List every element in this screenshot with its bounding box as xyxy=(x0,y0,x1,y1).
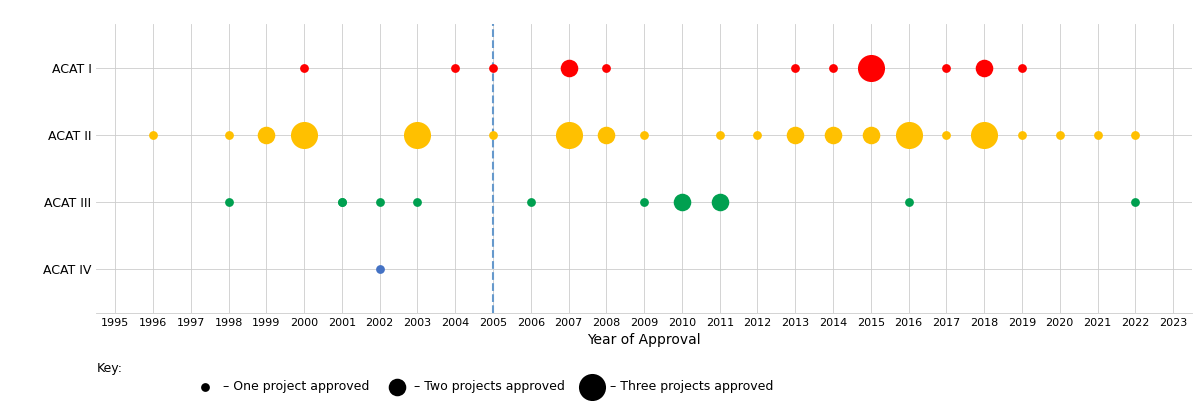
Legend: – One project approved, – Two projects approved, – Three projects approved: – One project approved, – Two projects a… xyxy=(193,380,773,393)
Point xyxy=(1013,65,1032,71)
Point xyxy=(559,132,578,138)
Point xyxy=(899,199,919,205)
Point xyxy=(635,132,654,138)
Point xyxy=(824,132,843,138)
Point xyxy=(143,132,163,138)
Point xyxy=(974,132,993,138)
X-axis label: Year of Approval: Year of Approval xyxy=(588,333,701,347)
Point xyxy=(332,199,352,205)
Point xyxy=(974,65,993,71)
Point xyxy=(899,132,919,138)
Point xyxy=(219,132,238,138)
Point xyxy=(861,65,880,71)
Point xyxy=(937,132,956,138)
Point xyxy=(370,266,389,272)
Point xyxy=(1088,132,1108,138)
Point xyxy=(1013,132,1032,138)
Point xyxy=(559,65,578,71)
Point xyxy=(295,132,314,138)
Text: Key:: Key: xyxy=(96,363,123,375)
Point xyxy=(937,65,956,71)
Point xyxy=(748,132,767,138)
Point xyxy=(597,132,616,138)
Point xyxy=(786,65,805,71)
Point xyxy=(521,199,541,205)
Point xyxy=(483,132,502,138)
Point xyxy=(710,132,730,138)
Point xyxy=(1126,132,1145,138)
Point xyxy=(408,199,427,205)
Point xyxy=(1050,132,1069,138)
Point xyxy=(824,65,843,71)
Point xyxy=(1126,199,1145,205)
Point xyxy=(710,199,730,205)
Point xyxy=(597,65,616,71)
Point xyxy=(219,199,238,205)
Point xyxy=(370,199,389,205)
Point xyxy=(861,132,880,138)
Point xyxy=(786,132,805,138)
Point xyxy=(295,65,314,71)
Point xyxy=(635,199,654,205)
Point xyxy=(408,132,427,138)
Point xyxy=(256,132,276,138)
Point xyxy=(483,65,502,71)
Point xyxy=(332,199,352,205)
Point xyxy=(445,65,465,71)
Point xyxy=(672,199,691,205)
